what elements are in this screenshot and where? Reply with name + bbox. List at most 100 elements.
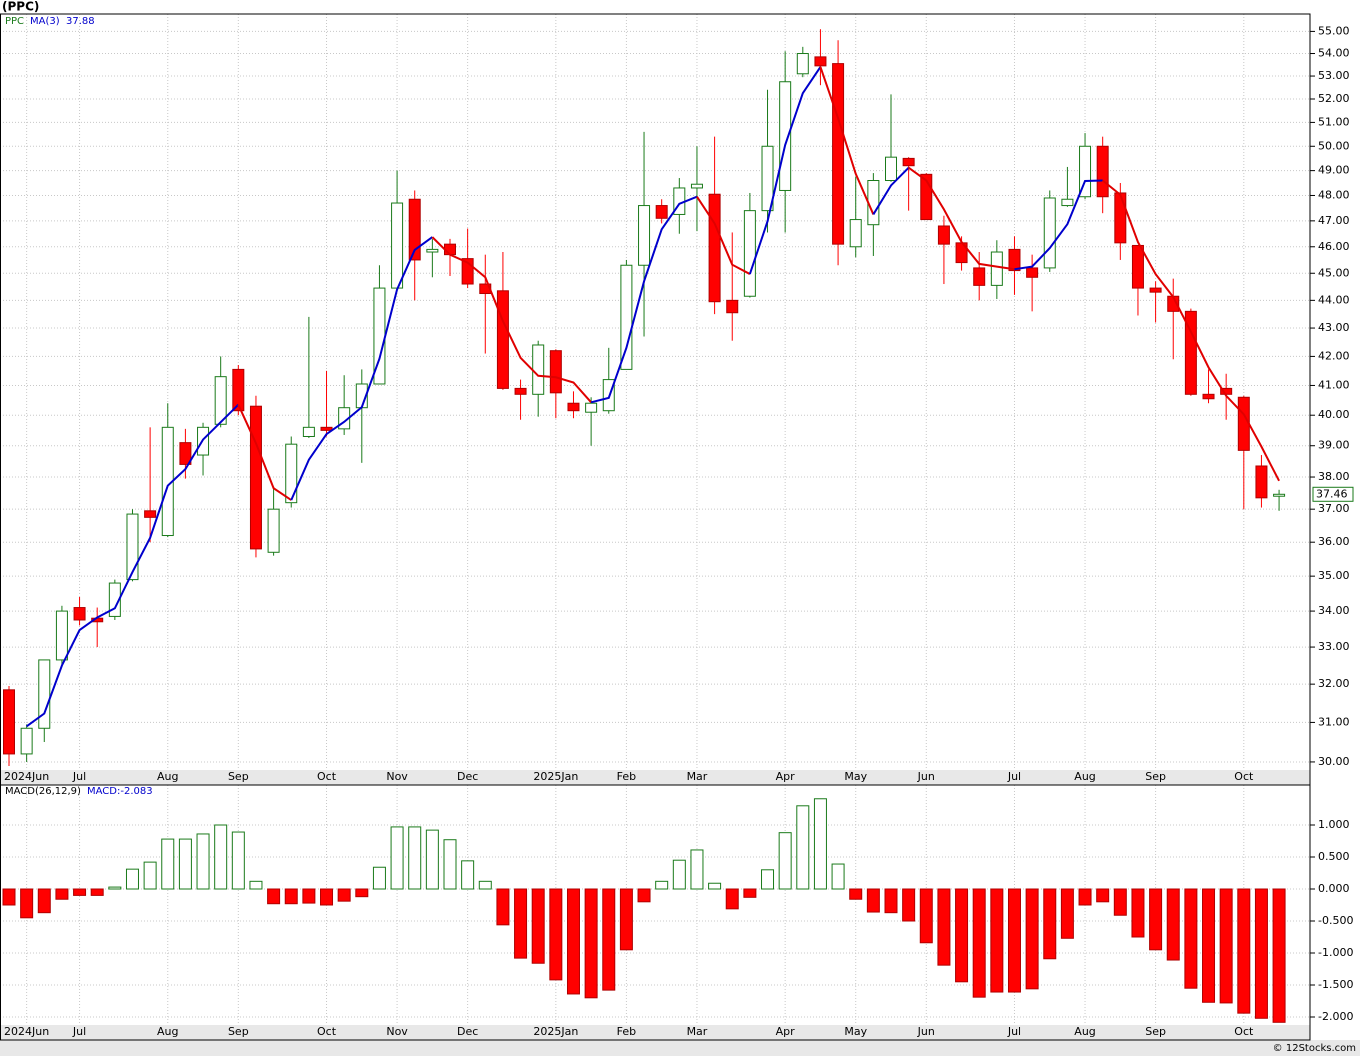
x-tick-label: Aug — [1074, 1025, 1095, 1038]
macd-bar — [584, 888, 598, 999]
macd-bar — [1219, 888, 1233, 1004]
candle-body — [532, 344, 545, 395]
candle-body — [726, 299, 739, 314]
macd-bar — [337, 888, 351, 902]
candle-body — [320, 426, 333, 431]
date-strip — [0, 770, 1310, 785]
macd-bar — [919, 888, 933, 944]
macd-bar — [1149, 888, 1163, 951]
legend-macd: MACD(26,12,9) — [5, 786, 81, 797]
candle-body — [1202, 393, 1215, 400]
candle-body — [144, 510, 157, 518]
macd-bar — [249, 880, 263, 890]
y-tick-label: 44.00 — [1318, 293, 1350, 306]
ma-line — [748, 66, 822, 275]
macd-bar — [866, 888, 880, 913]
candle-body — [690, 183, 703, 189]
macd-bar — [302, 888, 316, 904]
chart-title: (PPC) — [2, 0, 39, 14]
candle-body — [832, 63, 845, 245]
y-tick-label: 1.000 — [1318, 818, 1350, 831]
macd-bar — [937, 888, 951, 966]
y-tick-label: -1.500 — [1318, 978, 1353, 991]
macd-bar — [831, 863, 845, 890]
candle-body — [126, 513, 139, 581]
macd-bar — [1078, 888, 1092, 906]
macd-bar — [637, 888, 651, 903]
candle-body — [1061, 198, 1074, 207]
x-tick-label: 2025Jan — [533, 770, 578, 783]
y-tick-label: -2.000 — [1318, 1010, 1353, 1023]
candle-body — [38, 659, 51, 729]
ma-line — [26, 404, 240, 728]
macd-bar — [655, 880, 669, 890]
x-tick-label: Jul — [72, 1025, 86, 1038]
candle-body — [973, 267, 986, 286]
candle-body — [285, 443, 298, 504]
macd-bar — [725, 888, 739, 910]
ma-line — [872, 166, 910, 215]
x-tick-label: Sep — [228, 770, 249, 783]
candle-body — [461, 258, 474, 285]
x-tick-label: Jul — [1007, 1025, 1021, 1038]
candle-body — [743, 210, 756, 297]
candle-body — [179, 442, 192, 465]
y-tick-label: 38.00 — [1318, 470, 1350, 483]
candle-body — [1096, 145, 1109, 198]
macd-bar — [231, 831, 245, 890]
macd-bar — [1272, 888, 1286, 1023]
macd-bar — [1202, 888, 1216, 1003]
macd-bar — [461, 860, 475, 890]
macd-bar — [214, 824, 228, 890]
y-tick-label: 53.00 — [1318, 69, 1350, 82]
y-tick-label: 49.00 — [1318, 164, 1350, 177]
macd-bar — [1254, 888, 1268, 1019]
ma-line — [290, 236, 433, 501]
macd-bar — [972, 888, 986, 998]
macd-bar — [196, 833, 210, 890]
x-tick-label: Sep — [228, 1025, 249, 1038]
candle-body — [1131, 244, 1144, 289]
candle-body — [391, 202, 404, 289]
x-tick-label: Feb — [617, 770, 636, 783]
x-tick-label: Oct — [1234, 770, 1254, 783]
x-tick-label: Apr — [776, 770, 796, 783]
x-tick-label: Dec — [457, 1025, 478, 1038]
macd-bar — [143, 861, 157, 890]
candle-body — [1026, 267, 1039, 278]
y-tick-label: 54.00 — [1318, 47, 1350, 60]
y-tick-label: 39.00 — [1318, 439, 1350, 452]
macd-bar — [1113, 888, 1127, 916]
y-tick-label: 50.00 — [1318, 139, 1350, 152]
x-tick-label: Sep — [1145, 770, 1166, 783]
y-tick-label: -1.000 — [1318, 946, 1353, 959]
y-tick-label: 0.000 — [1318, 882, 1350, 895]
candle-body — [1008, 248, 1021, 272]
y-tick-label: 41.00 — [1318, 378, 1350, 391]
macd-bar — [708, 882, 722, 890]
macd-bar — [390, 826, 404, 890]
macd-bar — [1096, 888, 1110, 903]
macd-bar — [549, 888, 563, 981]
candle-body — [867, 180, 880, 226]
candle-body — [779, 81, 792, 191]
macd-bar — [902, 888, 916, 922]
macd-bar — [1237, 888, 1251, 1014]
candle-body — [549, 350, 562, 394]
candle-body — [1184, 310, 1197, 395]
candle-body — [1237, 396, 1250, 451]
macd-bar — [320, 888, 334, 906]
candle-body — [3, 689, 15, 755]
macd-bar — [408, 826, 422, 890]
y-tick-label: -0.500 — [1318, 914, 1353, 927]
candle-body — [232, 368, 245, 412]
x-tick-label: May — [844, 1025, 867, 1038]
macd-bar — [125, 868, 139, 890]
macd-bar — [796, 805, 810, 890]
y-tick-label: 31.00 — [1318, 715, 1350, 728]
macd-bar — [1184, 888, 1198, 989]
candle-body — [1255, 465, 1268, 499]
x-tick-label: Jul — [1007, 770, 1021, 783]
x-tick-label: Oct — [317, 770, 337, 783]
